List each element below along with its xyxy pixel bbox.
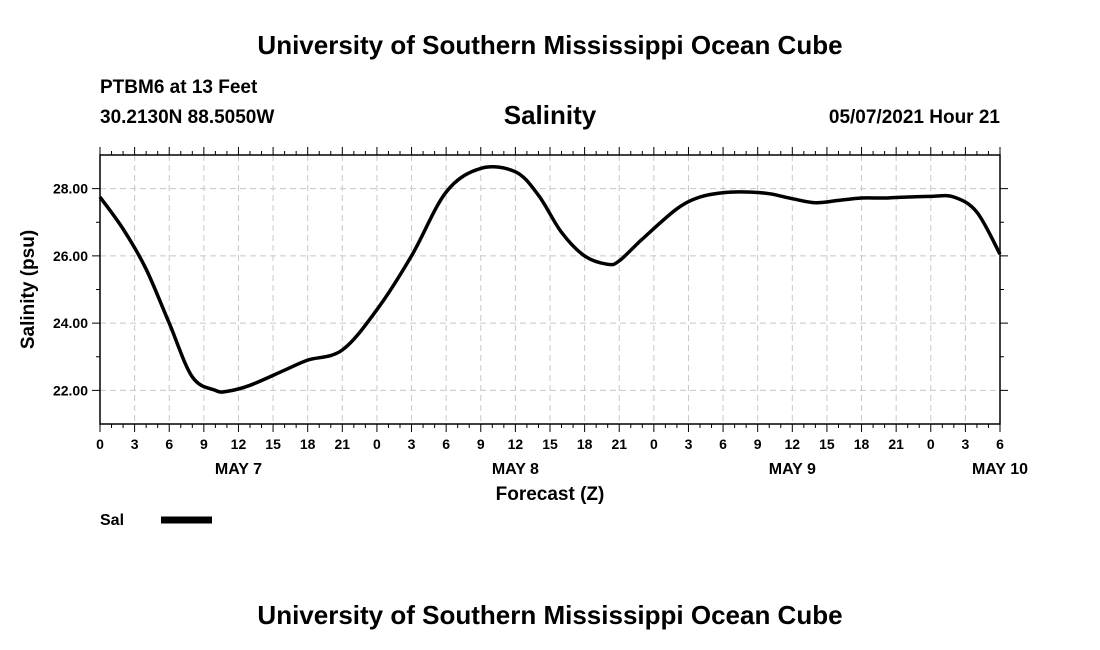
x-tick-label: 21 — [888, 436, 904, 452]
x-tick-label: 0 — [927, 436, 935, 452]
x-tick-label: 6 — [996, 436, 1004, 452]
chart-subtitle: Salinity — [503, 100, 597, 130]
date-label: MAY 8 — [492, 461, 539, 478]
y-tick-label: 24.00 — [53, 315, 88, 331]
x-tick-label: 12 — [231, 436, 247, 452]
station-coordinates: 30.2130N 88.5050W — [100, 107, 275, 128]
x-tick-label: 0 — [373, 436, 381, 452]
chart-title-top: University of Southern Mississippi Ocean… — [257, 30, 843, 60]
x-tick-label: 15 — [819, 436, 835, 452]
x-tick-label: 12 — [785, 436, 801, 452]
x-tick-label: 18 — [577, 436, 593, 452]
date-label: MAY 10 — [972, 461, 1028, 478]
x-tick-label: 21 — [335, 436, 351, 452]
station-label: PTBM6 at 13 Feet — [100, 77, 258, 98]
x-tick-label: 9 — [477, 436, 485, 452]
x-tick-label: 21 — [611, 436, 627, 452]
y-tick-label: 28.00 — [53, 181, 88, 197]
forecast-datetime: 05/07/2021 Hour 21 — [828, 107, 1000, 128]
x-tick-label: 15 — [265, 436, 281, 452]
series-line-sal — [98, 165, 1002, 394]
x-tick-label: 3 — [961, 436, 969, 452]
x-tick-label: 0 — [96, 436, 104, 452]
x-tick-label: 18 — [854, 436, 870, 452]
x-axis-label: Forecast (Z) — [496, 484, 605, 505]
x-tick-label: 3 — [685, 436, 693, 452]
x-tick-label: 9 — [754, 436, 762, 452]
legend-label: Sal — [100, 512, 124, 529]
x-tick-label: 3 — [408, 436, 416, 452]
y-axis-label: Salinity (psu) — [18, 230, 39, 349]
y-tick-label: 22.00 — [53, 382, 88, 398]
x-tick-label: 3 — [131, 436, 139, 452]
y-tick-label: 26.00 — [53, 248, 88, 264]
x-tick-label: 6 — [165, 436, 173, 452]
chart-title-bottom: University of Southern Mississippi Ocean… — [257, 600, 843, 630]
date-label: MAY 7 — [215, 461, 262, 478]
x-tick-label: 18 — [300, 436, 316, 452]
x-tick-label: 12 — [508, 436, 524, 452]
x-tick-label: 9 — [200, 436, 208, 452]
x-tick-label: 6 — [442, 436, 450, 452]
date-label: MAY 9 — [769, 461, 816, 478]
x-tick-label: 15 — [542, 436, 558, 452]
x-tick-label: 6 — [719, 436, 727, 452]
x-tick-label: 0 — [650, 436, 658, 452]
